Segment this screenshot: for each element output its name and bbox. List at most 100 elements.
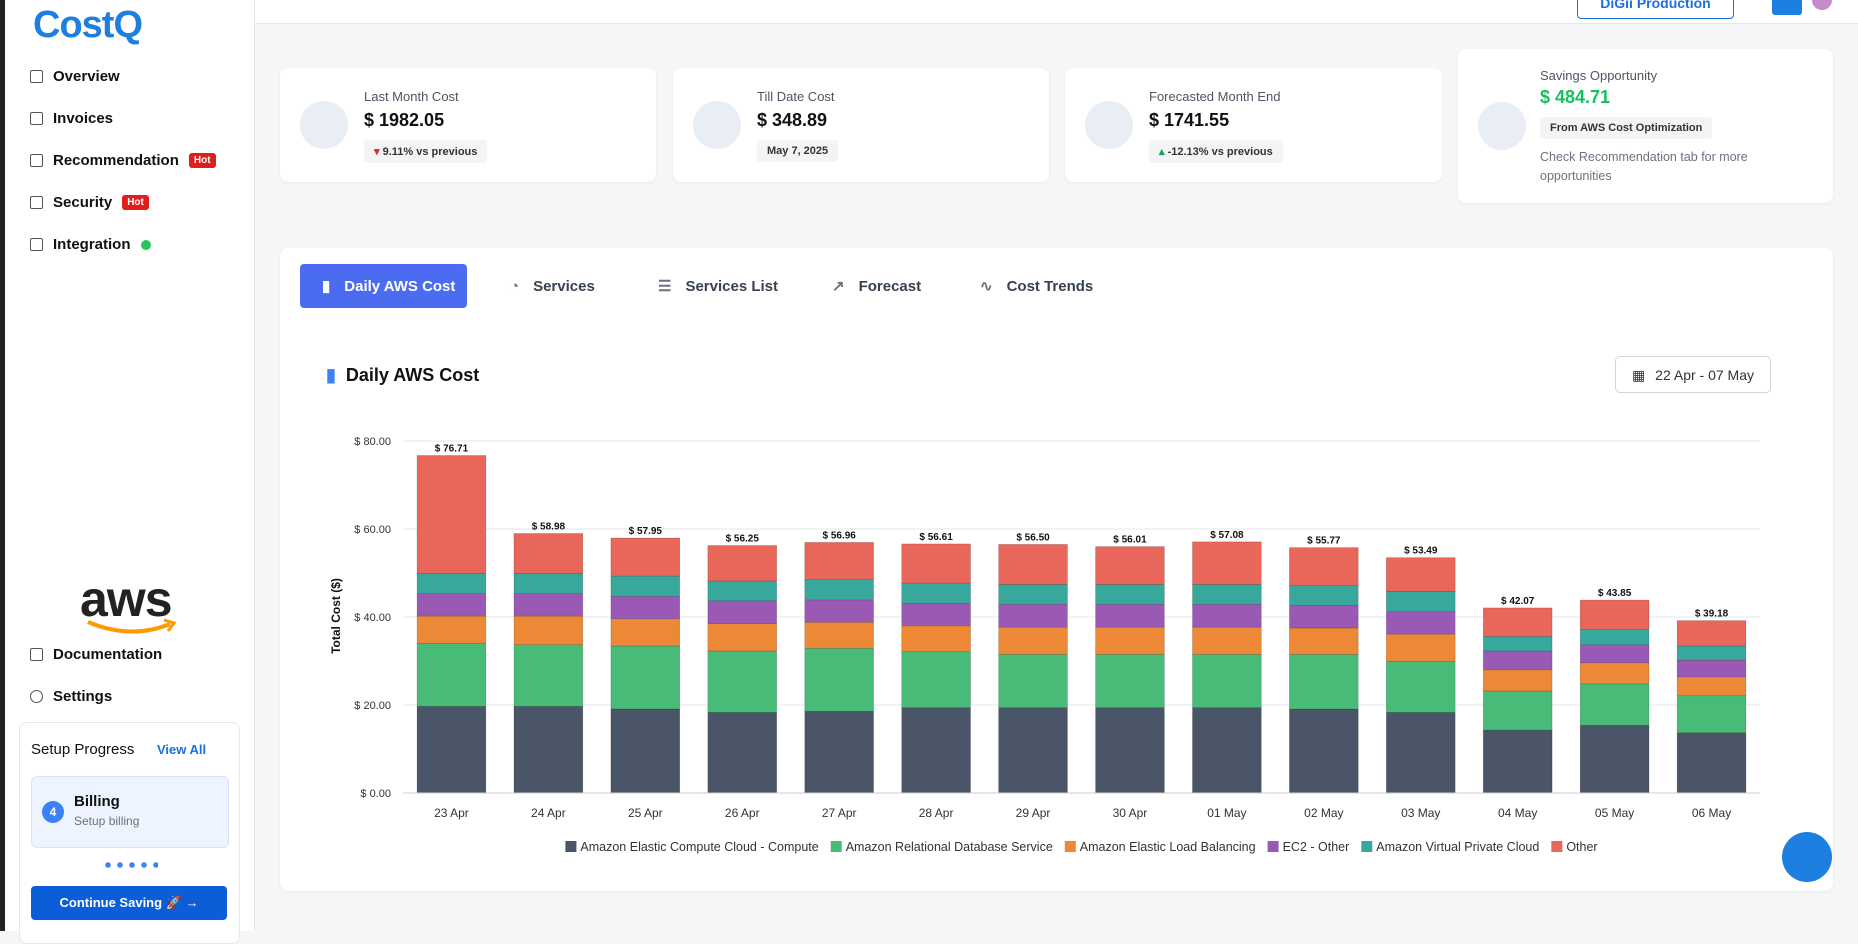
date-picker[interactable]: ▦ 22 Apr - 07 May xyxy=(1615,356,1771,393)
bar-segment xyxy=(1095,626,1165,655)
bar-segment xyxy=(1289,585,1359,606)
step-box: 4 Billing Setup billing xyxy=(31,776,229,848)
nav-item[interactable]: Documentation xyxy=(30,646,162,663)
total-label: $ 76.71 xyxy=(435,443,469,454)
total-label: $ 57.95 xyxy=(629,526,663,537)
bar-segment xyxy=(416,706,487,794)
bar-segment xyxy=(1482,729,1553,794)
legend-label: Amazon Elastic Load Balancing xyxy=(1080,840,1256,854)
continue-button[interactable]: Continue Saving 🚀 → xyxy=(31,886,227,920)
y-tick-label: $ 40.00 xyxy=(354,612,391,624)
card-title: Forecasted Month End xyxy=(1149,89,1281,104)
nav-item[interactable]: Overview xyxy=(30,68,120,85)
x-tick-label: 28 Apr xyxy=(919,806,954,820)
x-tick-label: 02 May xyxy=(1304,806,1343,820)
legend-swatch xyxy=(565,841,577,852)
nav-item[interactable]: Invoices xyxy=(30,110,113,127)
nav-item[interactable]: Settings xyxy=(30,688,112,705)
x-tick-label: 01 May xyxy=(1207,806,1246,820)
bar-segment xyxy=(1386,661,1456,713)
bar-segment xyxy=(707,580,777,602)
bar-segment xyxy=(1579,644,1650,664)
bar-segment xyxy=(513,615,584,646)
tab-label: Services List xyxy=(685,277,779,295)
bar-segment xyxy=(901,625,971,653)
bar-segment xyxy=(1095,707,1165,794)
bar-segment xyxy=(804,579,874,601)
tab[interactable]: ↗ Forecast xyxy=(832,277,922,296)
card-title: Last Month Cost xyxy=(364,89,459,104)
account-button[interactable]: DiGii Production xyxy=(1577,0,1734,19)
bar-segment xyxy=(1289,708,1359,794)
bar-segment xyxy=(901,582,971,604)
bar-segment xyxy=(610,645,681,710)
bar-segment xyxy=(1095,584,1165,605)
nav-label: Security xyxy=(53,194,113,211)
card-icon xyxy=(1478,102,1526,150)
savings-note: Check Recommendation tab for more opport… xyxy=(1540,150,1748,183)
bar-segment xyxy=(1386,557,1456,592)
date-range: 22 Apr - 07 May xyxy=(1655,367,1754,383)
bar-segment xyxy=(1482,607,1553,637)
aws-smile xyxy=(87,618,176,634)
logo[interactable]: CostQ xyxy=(33,4,143,46)
y-tick-label: $ 80.00 xyxy=(354,436,391,448)
bar-segment xyxy=(804,647,874,712)
bar-segment xyxy=(1192,626,1262,655)
bar-segment xyxy=(1192,707,1262,794)
bar-segment xyxy=(1579,629,1650,646)
theme-button[interactable] xyxy=(1772,0,1802,15)
nav-label: Documentation xyxy=(53,646,163,663)
bar-segment xyxy=(998,626,1068,655)
x-tick-label: 24 Apr xyxy=(531,806,566,820)
nav-item[interactable]: Security Hot xyxy=(30,194,149,211)
bar-segment xyxy=(610,537,681,577)
nav-label: Settings xyxy=(53,688,113,705)
bar-segment xyxy=(804,621,874,649)
legend-swatch xyxy=(1064,841,1076,852)
bar-segment xyxy=(1579,683,1650,726)
bar-segment xyxy=(610,596,681,620)
bar-segment xyxy=(1386,591,1456,613)
nav-label: Invoices xyxy=(53,110,114,127)
stat-card: Forecasted Month End $ 1741.55 ▴ -12.13%… xyxy=(1065,68,1442,182)
bar-segment xyxy=(707,650,777,713)
tab[interactable]: ▮ Daily AWS Cost xyxy=(322,277,456,296)
nav-label: Overview xyxy=(53,68,120,85)
view-all[interactable]: View All xyxy=(157,742,207,757)
card-delta: May 7, 2025 xyxy=(757,140,839,162)
chat-button[interactable] xyxy=(1782,832,1832,882)
bar-segment xyxy=(513,573,584,594)
tab[interactable]: ∿ Cost Trends xyxy=(980,277,1094,296)
bar-segment xyxy=(1192,584,1262,605)
card-delta: ▾ 9.11% vs previous xyxy=(364,140,488,163)
x-tick-label: 05 May xyxy=(1595,806,1634,820)
bar-segment xyxy=(1289,547,1359,586)
step-title: Billing xyxy=(74,793,120,810)
nav-item[interactable]: Integration xyxy=(30,236,151,253)
tab-label: Forecast xyxy=(858,277,922,295)
bar-segment xyxy=(1676,620,1747,647)
panel-title-text: Daily AWS Cost xyxy=(345,365,480,385)
avatar[interactable] xyxy=(1812,0,1832,10)
bar-segment xyxy=(1289,654,1359,710)
bar-segment xyxy=(1192,603,1262,628)
x-tick-label: 29 Apr xyxy=(1016,806,1051,820)
bar-segment xyxy=(1386,633,1456,662)
tab[interactable]: ☰ Services List xyxy=(658,277,779,296)
bar-segment xyxy=(610,708,681,794)
total-label: $ 56.61 xyxy=(919,532,953,543)
tab[interactable]: ◔ Services xyxy=(510,277,595,295)
bar-segment xyxy=(610,618,681,647)
card-title: Till Date Cost xyxy=(757,89,835,104)
legend-label: Amazon Virtual Private Cloud xyxy=(1376,840,1539,854)
bar-segment xyxy=(610,575,681,597)
nav-item[interactable]: Recommendation Hot xyxy=(30,152,216,169)
savings-badge: From AWS Cost Optimization xyxy=(1540,117,1713,139)
bar-segment xyxy=(513,644,584,707)
delta-text: 9.11% vs previous xyxy=(382,146,478,158)
bar-segment xyxy=(1676,645,1747,661)
bar-segment xyxy=(513,533,584,574)
x-tick-label: 25 Apr xyxy=(628,806,663,820)
